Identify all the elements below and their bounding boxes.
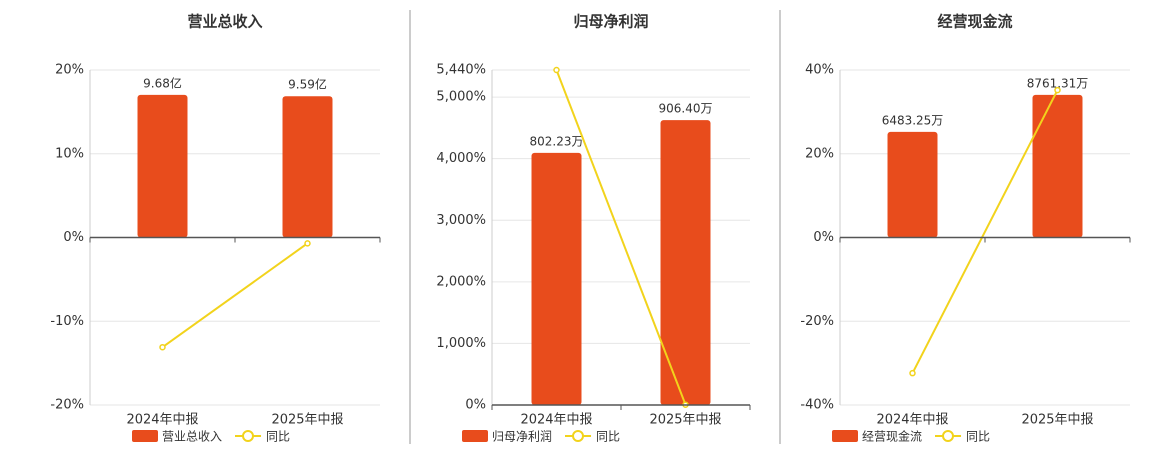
y-tick-label: 10% bbox=[55, 146, 84, 161]
bar bbox=[660, 120, 711, 405]
line bbox=[911, 89, 1059, 374]
chart-title: 营业总收入 bbox=[187, 13, 262, 31]
y-tick-label: 0% bbox=[813, 230, 834, 245]
x-tick-label: 2024年中报 bbox=[126, 413, 198, 428]
y-tick-label: -40% bbox=[800, 398, 834, 413]
legend-label: 同比 bbox=[266, 430, 290, 444]
legend-label: 同比 bbox=[966, 430, 990, 444]
legend-label: 同比 bbox=[596, 430, 620, 444]
y-tick-label: -10% bbox=[50, 314, 84, 329]
legend-label: 归母净利润 bbox=[492, 430, 552, 444]
legend-marker bbox=[572, 430, 584, 442]
legend-swatch bbox=[832, 430, 858, 442]
data-label: 802.23万 bbox=[530, 134, 584, 148]
line bbox=[555, 69, 687, 406]
legend-marker bbox=[242, 430, 254, 442]
legend-marker bbox=[942, 430, 954, 442]
chart-title: 经营现金流 bbox=[937, 13, 1012, 31]
data-label: 906.40万 bbox=[659, 102, 713, 116]
y-tick-label: 20% bbox=[805, 146, 834, 161]
y-tick-label: 1,000% bbox=[436, 336, 486, 351]
chart-title: 归母净利润 bbox=[573, 13, 648, 31]
y-tick-label: 40% bbox=[805, 63, 834, 78]
y-tick-label: 20% bbox=[55, 63, 84, 78]
line-point bbox=[304, 240, 311, 247]
x-tick-label: 2025年中报 bbox=[271, 413, 343, 428]
data-label: 6483.25万 bbox=[882, 113, 944, 127]
bar bbox=[887, 131, 938, 238]
y-tick-label: 4,000% bbox=[436, 151, 486, 166]
line bbox=[161, 242, 309, 349]
line-point bbox=[159, 343, 166, 351]
line-point bbox=[909, 369, 916, 377]
legend-swatch bbox=[132, 430, 158, 442]
bar bbox=[1032, 94, 1083, 238]
bar bbox=[531, 152, 582, 405]
y-tick-label: 3,000% bbox=[436, 213, 486, 228]
x-tick-label: 2025年中报 bbox=[1021, 413, 1093, 428]
y-tick-label: 2,000% bbox=[436, 274, 486, 289]
y-tick-label: 5,000% bbox=[436, 90, 486, 105]
bar bbox=[137, 94, 188, 238]
legend-swatch bbox=[462, 430, 488, 442]
bar bbox=[282, 96, 333, 238]
x-tick-label: 2025年中报 bbox=[649, 413, 721, 428]
legend-label: 营业总收入 bbox=[162, 430, 222, 444]
data-label: 8761.31万 bbox=[1027, 76, 1089, 90]
y-tick-label: 0% bbox=[63, 230, 84, 245]
data-label: 9.68亿 bbox=[143, 75, 182, 90]
y-tick-label: 5,440% bbox=[436, 63, 486, 78]
legend-label: 经营现金流 bbox=[862, 429, 922, 444]
line-point bbox=[553, 66, 560, 74]
data-label: 9.59亿 bbox=[288, 77, 327, 92]
y-tick-label: -20% bbox=[50, 398, 84, 413]
y-tick-label: -20% bbox=[800, 314, 834, 329]
x-tick-label: 2024年中报 bbox=[876, 413, 948, 428]
x-tick-label: 2024年中报 bbox=[520, 413, 592, 428]
y-tick-label: 0% bbox=[465, 398, 486, 413]
line-point bbox=[1054, 86, 1061, 94]
